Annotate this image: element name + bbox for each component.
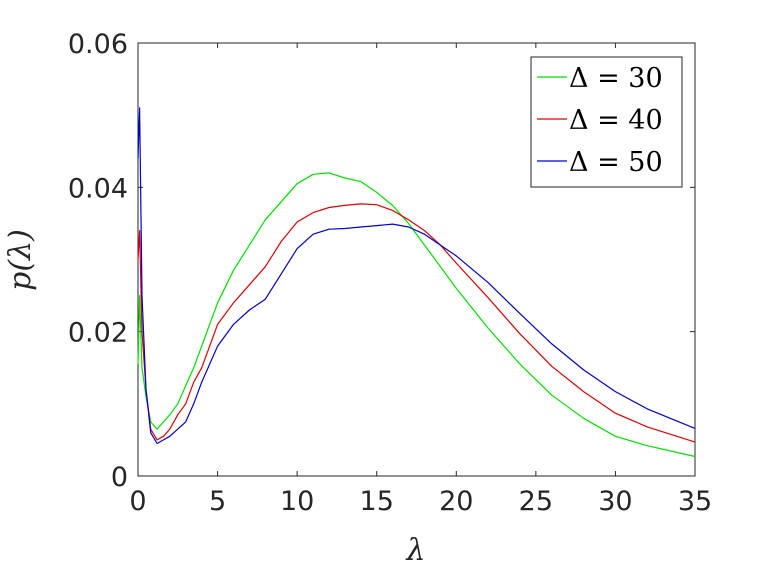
series-line-2 (137, 203, 696, 443)
x-axis-label: λ (405, 533, 425, 568)
x-tick-label: 30 (598, 486, 632, 517)
legend-label-1: Δ = 30 (569, 63, 663, 94)
y-tick-label: 0 (111, 462, 128, 493)
legend: Δ = 30 Δ = 40 Δ = 50 (530, 56, 683, 188)
x-tick-label: 35 (678, 486, 712, 517)
x-tick-label: 5 (209, 486, 226, 517)
y-tick-label: 0.02 (68, 318, 128, 349)
x-tick-label: 15 (360, 486, 394, 517)
series-lines (137, 107, 696, 458)
y-tick-label: 0.04 (68, 173, 128, 204)
y-tick-label: 0.06 (68, 29, 128, 60)
y-axis-label: p(λ) (3, 229, 38, 291)
legend-label-3: Δ = 50 (569, 147, 663, 178)
x-tick-label: 20 (439, 486, 473, 517)
x-tick-label: 25 (519, 486, 553, 517)
series-line-1 (137, 172, 696, 458)
x-tick-label: 0 (129, 486, 146, 517)
axes: 0 5 10 15 20 25 30 35 0 0.02 0.04 0.06 (68, 29, 712, 517)
x-tick-label: 10 (280, 486, 314, 517)
series-line-3 (137, 107, 696, 445)
legend-label-2: Δ = 40 (569, 105, 663, 136)
legend-box (530, 56, 683, 188)
